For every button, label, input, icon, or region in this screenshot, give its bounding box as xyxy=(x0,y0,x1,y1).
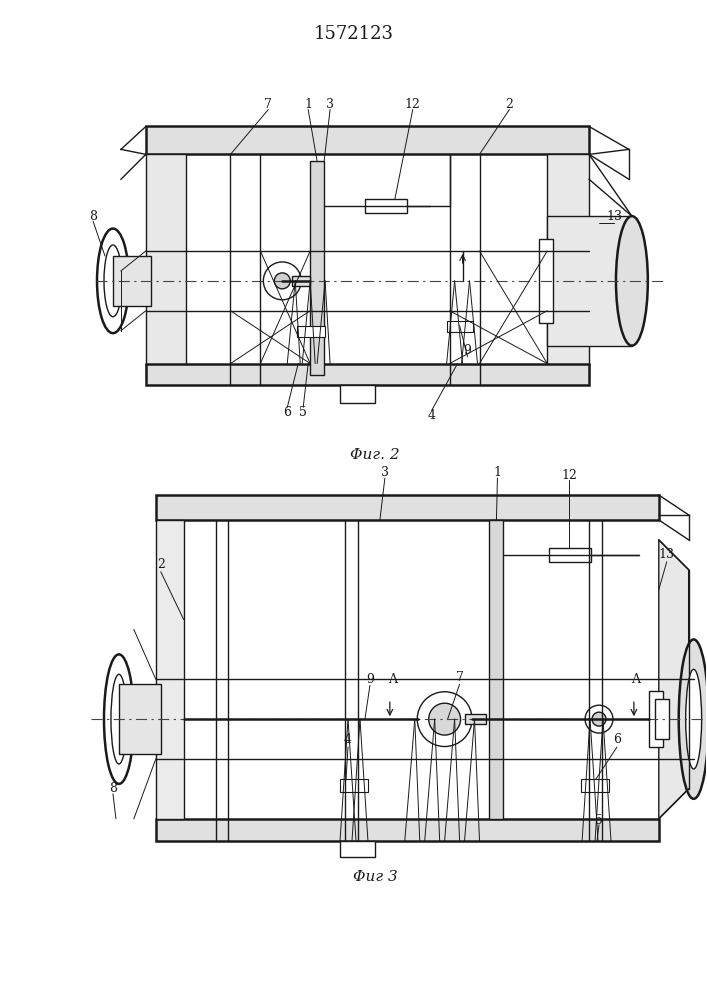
Text: 12: 12 xyxy=(561,469,577,482)
Bar xyxy=(156,495,659,520)
Bar xyxy=(489,520,503,819)
Text: 9: 9 xyxy=(366,673,374,686)
Text: 5: 5 xyxy=(595,814,603,827)
Text: A: A xyxy=(631,673,641,686)
Text: 1: 1 xyxy=(493,466,501,479)
Ellipse shape xyxy=(417,692,472,747)
Bar xyxy=(340,779,368,792)
Text: 2: 2 xyxy=(157,558,165,571)
Ellipse shape xyxy=(97,229,129,333)
Text: 8: 8 xyxy=(109,782,117,795)
Bar xyxy=(365,199,407,213)
Text: 7: 7 xyxy=(455,671,464,684)
Text: 9: 9 xyxy=(464,344,472,357)
Text: 1: 1 xyxy=(304,98,312,111)
Polygon shape xyxy=(659,540,689,819)
Ellipse shape xyxy=(104,654,134,784)
Text: 1572123: 1572123 xyxy=(314,25,394,43)
Ellipse shape xyxy=(616,216,648,346)
Text: 7: 7 xyxy=(264,98,272,111)
Bar xyxy=(156,520,184,819)
Bar xyxy=(547,154,589,378)
Bar xyxy=(464,714,486,724)
Ellipse shape xyxy=(111,674,127,764)
Text: 12: 12 xyxy=(405,98,421,111)
Bar xyxy=(340,841,375,857)
Bar xyxy=(649,691,662,747)
Text: 13: 13 xyxy=(606,210,622,223)
Text: 8: 8 xyxy=(89,210,97,223)
Text: 6: 6 xyxy=(613,733,621,746)
Text: Φиг. 2: Φиг. 2 xyxy=(350,448,399,462)
Ellipse shape xyxy=(428,703,460,735)
Text: 13: 13 xyxy=(659,548,674,561)
Text: Φиг 3: Φиг 3 xyxy=(353,870,397,884)
Ellipse shape xyxy=(686,669,701,769)
Bar xyxy=(655,699,669,739)
Ellipse shape xyxy=(274,273,291,289)
Text: 6: 6 xyxy=(284,406,291,419)
Bar xyxy=(119,684,160,754)
Bar xyxy=(146,154,186,378)
Bar xyxy=(539,239,553,323)
Text: 3: 3 xyxy=(326,98,334,111)
Text: 3: 3 xyxy=(381,466,389,479)
Bar xyxy=(297,326,325,337)
Bar xyxy=(156,819,659,841)
Bar xyxy=(310,161,324,375)
Bar xyxy=(549,548,591,562)
Text: 4: 4 xyxy=(344,733,352,746)
Bar xyxy=(292,276,310,286)
Text: 4: 4 xyxy=(428,409,436,422)
Bar xyxy=(581,779,609,792)
Bar xyxy=(113,256,151,306)
Bar xyxy=(146,126,589,154)
Bar xyxy=(447,321,472,332)
Ellipse shape xyxy=(104,245,122,317)
Ellipse shape xyxy=(592,712,606,726)
Text: 2: 2 xyxy=(506,98,513,111)
Ellipse shape xyxy=(585,705,613,733)
Text: 5: 5 xyxy=(299,406,307,419)
Bar xyxy=(340,385,375,403)
Bar xyxy=(547,216,632,346)
Ellipse shape xyxy=(679,639,707,799)
Bar xyxy=(146,364,589,385)
Text: A: A xyxy=(388,673,397,686)
Ellipse shape xyxy=(263,262,301,300)
